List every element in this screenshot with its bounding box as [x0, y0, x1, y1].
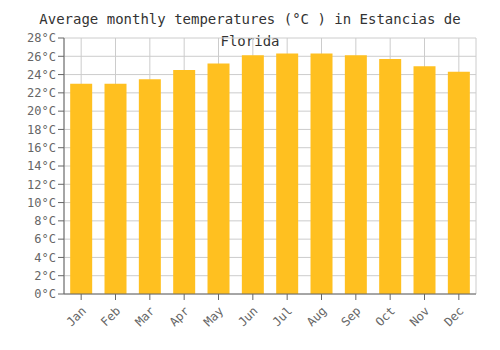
svg-text:12°C: 12°C — [27, 178, 56, 192]
svg-text:6°C: 6°C — [34, 232, 56, 246]
svg-text:Oct: Oct — [373, 304, 398, 329]
svg-text:20°C: 20°C — [27, 104, 56, 118]
svg-text:Dec: Dec — [441, 304, 466, 329]
svg-text:Jul: Jul — [270, 304, 295, 329]
svg-text:Feb: Feb — [98, 304, 123, 329]
svg-text:16°C: 16°C — [27, 141, 56, 155]
svg-text:Aug: Aug — [304, 304, 329, 329]
svg-text:Sep: Sep — [338, 304, 363, 329]
svg-text:26°C: 26°C — [27, 50, 56, 64]
svg-text:Jun: Jun — [235, 304, 260, 329]
svg-text:2°C: 2°C — [34, 269, 56, 283]
svg-text:10°C: 10°C — [27, 196, 56, 210]
svg-text:Jan: Jan — [64, 304, 89, 329]
svg-text:Nov: Nov — [407, 304, 432, 329]
svg-text:24°C: 24°C — [27, 68, 56, 82]
svg-text:Mar: Mar — [132, 304, 157, 329]
svg-text:8°C: 8°C — [34, 214, 56, 228]
svg-text:22°C: 22°C — [27, 86, 56, 100]
svg-text:18°C: 18°C — [27, 123, 56, 137]
svg-text:0°C: 0°C — [34, 287, 56, 301]
svg-text:Apr: Apr — [167, 304, 192, 329]
svg-text:4°C: 4°C — [34, 251, 56, 265]
svg-text:May: May — [201, 304, 226, 329]
svg-text:28°C: 28°C — [27, 31, 56, 45]
svg-text:14°C: 14°C — [27, 159, 56, 173]
